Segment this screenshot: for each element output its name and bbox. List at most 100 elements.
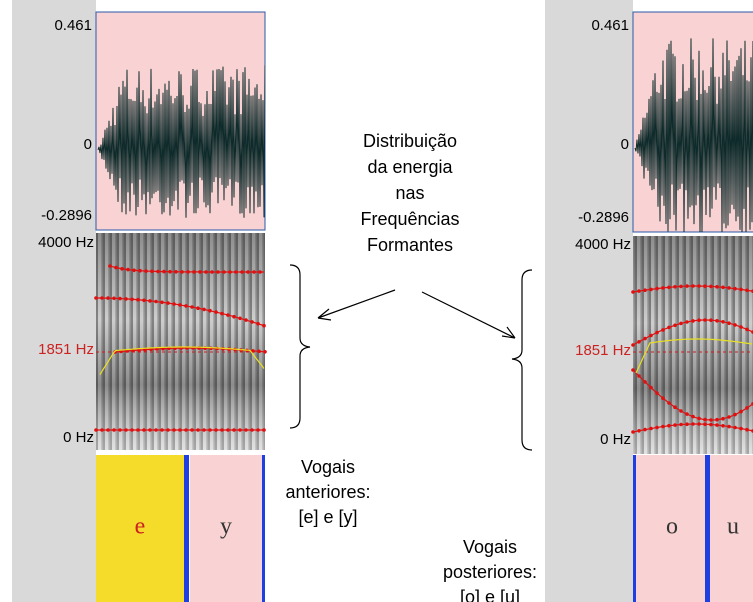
formant-point xyxy=(132,269,136,273)
formant-point xyxy=(679,322,683,326)
formant-point xyxy=(733,287,737,291)
formant-point xyxy=(727,425,731,429)
formant-point xyxy=(667,326,671,330)
formant-point xyxy=(715,423,719,427)
formant-point xyxy=(166,428,170,432)
formant-point xyxy=(739,410,743,414)
formant-point xyxy=(715,319,719,323)
wave-min: -0.2896 xyxy=(41,207,92,224)
formant-point xyxy=(703,422,707,426)
formant-point xyxy=(162,270,166,274)
right-panel: 0.461 0 -0.2896 4000 Hz 1851 Hz 0 Hz o u xyxy=(545,0,753,602)
formant-point xyxy=(637,374,641,378)
formant-point xyxy=(204,270,208,274)
axis-strip xyxy=(545,0,633,602)
formant-point xyxy=(208,428,212,432)
formant-point xyxy=(637,429,641,433)
formant-point xyxy=(661,328,665,332)
formant-point xyxy=(655,426,659,430)
formant-point xyxy=(679,409,683,413)
formant-point xyxy=(667,401,671,405)
formant-point xyxy=(257,350,261,354)
formant-point xyxy=(160,301,164,305)
formant-point xyxy=(250,428,254,432)
formant-point xyxy=(679,423,683,427)
formant-point xyxy=(685,412,689,416)
bracket xyxy=(290,265,310,428)
groups: Vogaisanteriores:[e] e [y]Vogaisposterio… xyxy=(285,457,537,602)
formant-point xyxy=(202,428,206,432)
formant-point xyxy=(733,323,737,327)
formant-point xyxy=(126,268,130,272)
formant-point xyxy=(214,310,218,314)
formant-point xyxy=(100,428,104,432)
formant-point xyxy=(172,428,176,432)
formant-point xyxy=(709,285,713,289)
caption-line: nas xyxy=(395,183,424,203)
caption-line: da energia xyxy=(367,157,453,177)
formant-point xyxy=(148,428,152,432)
formant-point xyxy=(228,270,232,274)
formant-point xyxy=(190,305,194,309)
formant-point xyxy=(130,428,134,432)
formant-point xyxy=(250,320,254,324)
formant-point xyxy=(246,270,250,274)
formant-point xyxy=(745,406,749,410)
formant-point xyxy=(238,317,242,321)
formant-point xyxy=(196,306,200,310)
boundary xyxy=(184,455,189,602)
formant-point xyxy=(745,289,749,293)
formant-point xyxy=(172,302,176,306)
formant-point xyxy=(263,350,267,354)
formant-point xyxy=(649,427,653,431)
formant-point xyxy=(220,428,224,432)
formant-point xyxy=(208,309,212,313)
formant-point xyxy=(667,424,671,428)
formant-point xyxy=(142,428,146,432)
formant-point xyxy=(745,428,749,432)
formant-point xyxy=(661,286,665,290)
formant-point xyxy=(186,270,190,274)
formant-point xyxy=(136,428,140,432)
formant-point xyxy=(733,413,737,417)
formant-point xyxy=(156,270,160,274)
formant-point xyxy=(697,422,701,426)
formant-point xyxy=(643,288,647,292)
formant-point xyxy=(100,296,104,300)
bracket xyxy=(512,270,532,450)
formant-point xyxy=(214,428,218,432)
formant-point xyxy=(120,267,124,271)
formant-point xyxy=(679,285,683,289)
formant-point xyxy=(661,425,665,429)
formant-point xyxy=(178,428,182,432)
formant-point xyxy=(94,296,98,300)
formant-point xyxy=(703,418,707,422)
formant-point xyxy=(118,297,122,301)
formant-point xyxy=(180,270,184,274)
formant-point xyxy=(739,325,743,329)
group-line: [e] e [y] xyxy=(298,507,357,527)
wave-zero: 0 xyxy=(84,136,92,153)
boundary xyxy=(633,455,636,602)
group-line: [o] e [u] xyxy=(460,587,520,602)
formant-point xyxy=(210,270,214,274)
formant-point xyxy=(697,284,701,288)
group-line: Vogais xyxy=(301,457,355,477)
segment-label: y xyxy=(220,514,232,540)
formant-point xyxy=(649,386,653,390)
formant-point xyxy=(240,270,244,274)
formant-point xyxy=(112,297,116,301)
formant-point xyxy=(631,290,635,294)
freq-max: 4000 Hz xyxy=(38,234,94,251)
formant-point xyxy=(168,270,172,274)
formant-point xyxy=(685,320,689,324)
formant-point xyxy=(244,318,248,322)
formant-point xyxy=(160,428,164,432)
formant-point xyxy=(256,428,260,432)
formant-point xyxy=(130,298,134,302)
formant-point xyxy=(643,428,647,432)
formant-point xyxy=(631,430,635,434)
formant-point xyxy=(739,288,743,292)
formant-point xyxy=(655,331,659,335)
